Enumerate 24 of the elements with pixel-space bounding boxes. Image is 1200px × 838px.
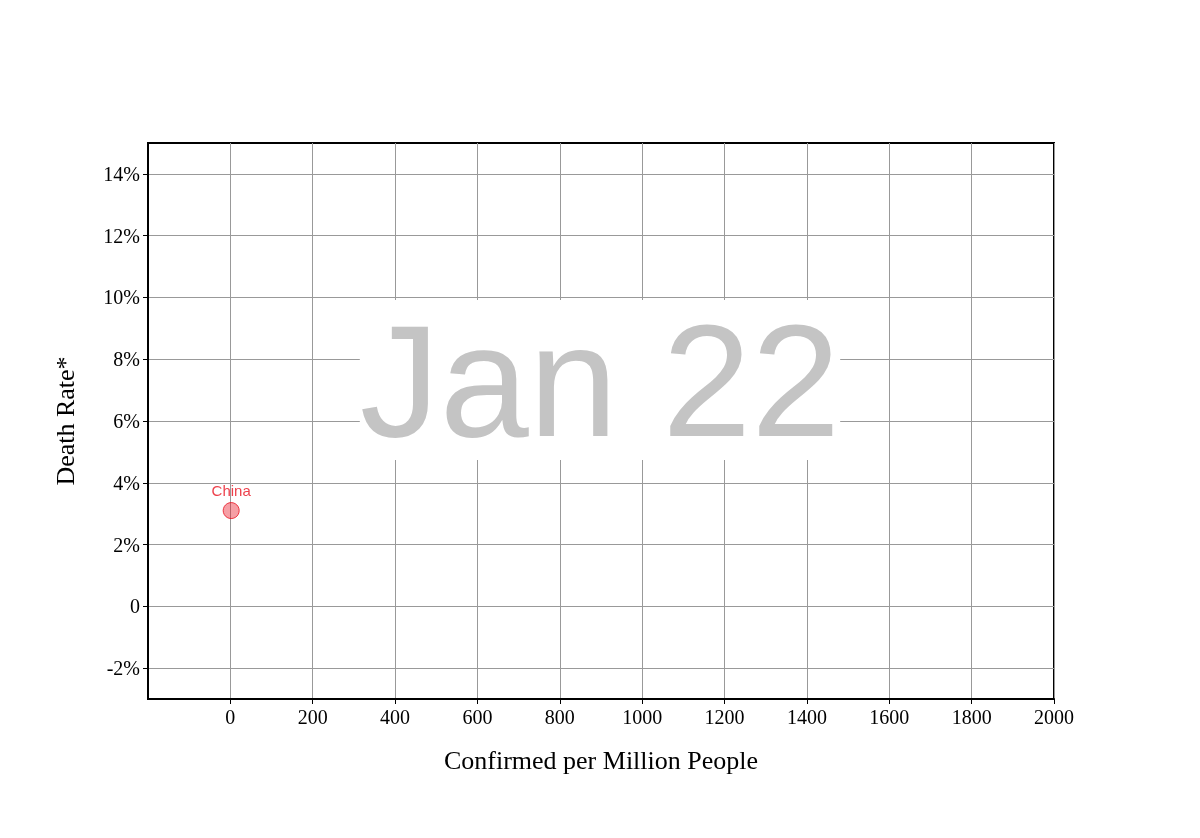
x-tick-label: 600 — [462, 706, 493, 728]
y-tick-label: 2% — [113, 533, 140, 556]
y-tick-label: -2% — [106, 657, 140, 680]
x-tick-label: 0 — [225, 706, 236, 728]
y-tick-label: 12% — [103, 224, 140, 247]
x-tick-label: 400 — [380, 706, 411, 728]
x-tick-label: 1200 — [704, 706, 745, 728]
y-tick-label: 8% — [113, 348, 140, 371]
annotation: Jan 22 — [359, 290, 841, 470]
x-tick-label: 1400 — [786, 706, 827, 728]
x-tick-label: 800 — [544, 706, 575, 728]
x-tick-label: 200 — [297, 706, 328, 728]
y-tick-label: 4% — [113, 471, 140, 494]
y-tick-label: 0 — [130, 595, 140, 618]
x-tick-label: 1000 — [622, 706, 663, 728]
x-tick-label: 1800 — [951, 706, 992, 728]
y-tick-label: 6% — [113, 410, 140, 432]
y-tick-label: 14% — [103, 162, 140, 185]
x-tick-label: 1600 — [869, 706, 910, 728]
x-axis-title: Confirmed per Million People — [443, 745, 759, 775]
y-tick-label: 10% — [103, 286, 140, 309]
y-axis-title: Death Rate* — [50, 356, 80, 486]
series-label: China — [211, 482, 252, 500]
x-tick-label: 2000 — [1034, 706, 1074, 728]
